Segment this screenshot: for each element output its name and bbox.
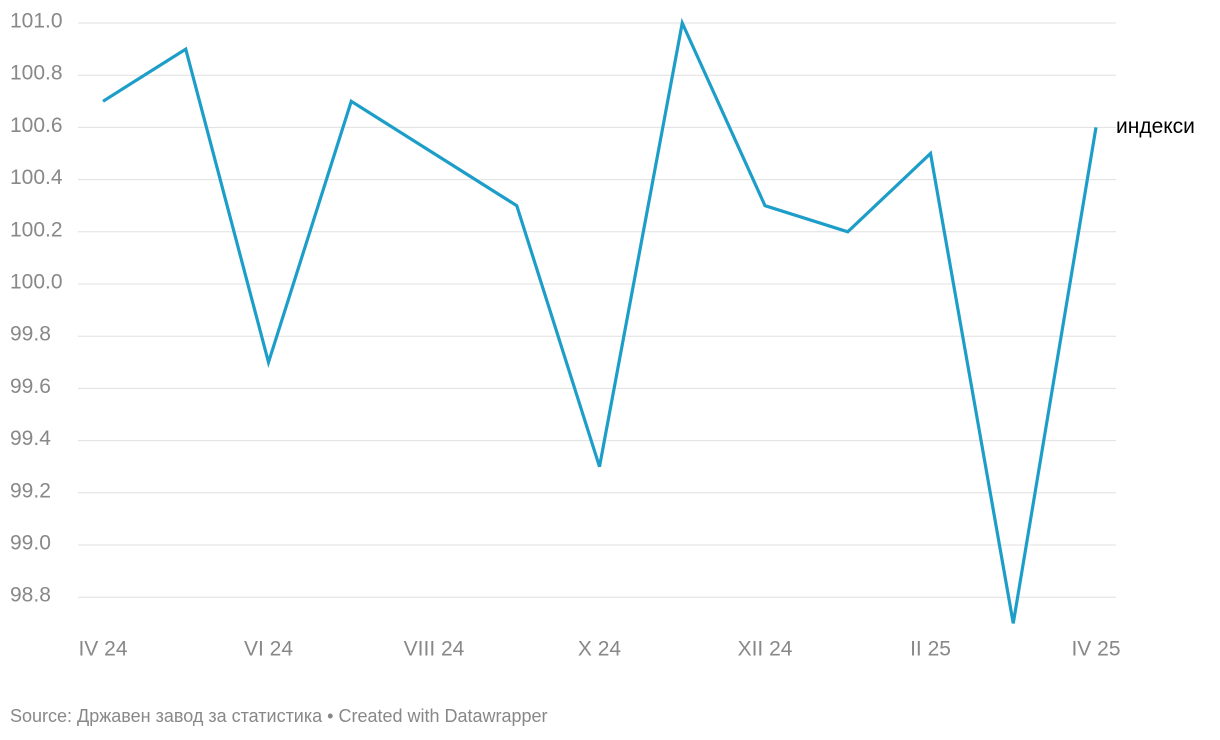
y-tick-label: 99.0 <box>10 532 51 555</box>
y-tick-label: 99.4 <box>10 427 51 450</box>
x-tick-label: VIII 24 <box>404 638 465 661</box>
x-tick-label: IV 24 <box>78 638 127 661</box>
y-tick-label: 100.0 <box>10 271 63 294</box>
y-tick-label: 100.2 <box>10 218 63 241</box>
series-label: индекси <box>1116 115 1195 138</box>
x-tick-label: VI 24 <box>244 638 293 661</box>
y-tick-label: 100.8 <box>10 62 63 85</box>
y-tick-label: 99.6 <box>10 375 51 398</box>
x-tick-label: X 24 <box>578 638 622 661</box>
y-tick-label: 100.6 <box>10 114 63 137</box>
y-tick-label: 100.4 <box>10 166 63 189</box>
y-tick-label: 101.0 <box>10 10 63 33</box>
series-line <box>102 17 1098 624</box>
y-tick-label: 98.8 <box>10 584 51 607</box>
x-tick-label: II 25 <box>910 638 951 661</box>
x-tick-label: XII 24 <box>738 638 793 661</box>
y-tick-label: 99.8 <box>10 323 51 346</box>
x-tick-label: IV 25 <box>1071 638 1120 661</box>
source-note: Source: Државен завод за статистика • Cr… <box>10 706 548 726</box>
y-tick-label: 99.2 <box>10 479 51 502</box>
